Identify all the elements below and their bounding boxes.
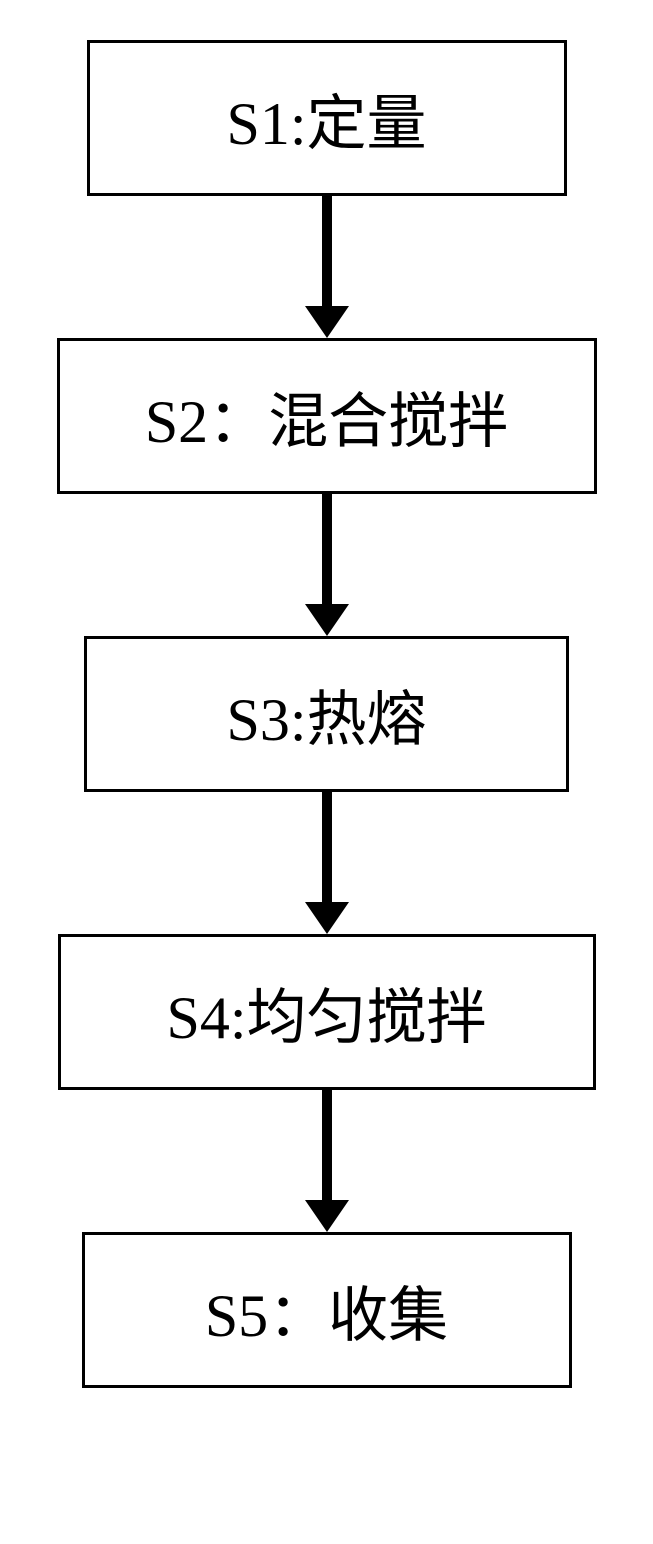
flow-arrow — [305, 494, 349, 636]
flow-node-s3: S3:热熔 — [84, 636, 569, 792]
flow-node-s4: S4:均匀搅拌 — [58, 934, 596, 1090]
arrow-shaft — [322, 1090, 332, 1200]
arrow-head-icon — [305, 604, 349, 636]
arrow-shaft — [322, 792, 332, 902]
arrow-head-icon — [305, 1200, 349, 1232]
arrow-shaft — [322, 196, 332, 306]
flow-node-s1: S1:定量 — [87, 40, 567, 196]
arrow-shaft — [322, 494, 332, 604]
flow-arrow — [305, 1090, 349, 1232]
flowchart-container: S1:定量 S2：混合搅拌 S3:热熔 S4:均匀搅拌 S5：收集 — [0, 0, 653, 1544]
flow-node-s5: S5：收集 — [82, 1232, 572, 1388]
flow-arrow — [305, 792, 349, 934]
flow-node-s2: S2：混合搅拌 — [57, 338, 597, 494]
arrow-head-icon — [305, 306, 349, 338]
flow-arrow — [305, 196, 349, 338]
arrow-head-icon — [305, 902, 349, 934]
